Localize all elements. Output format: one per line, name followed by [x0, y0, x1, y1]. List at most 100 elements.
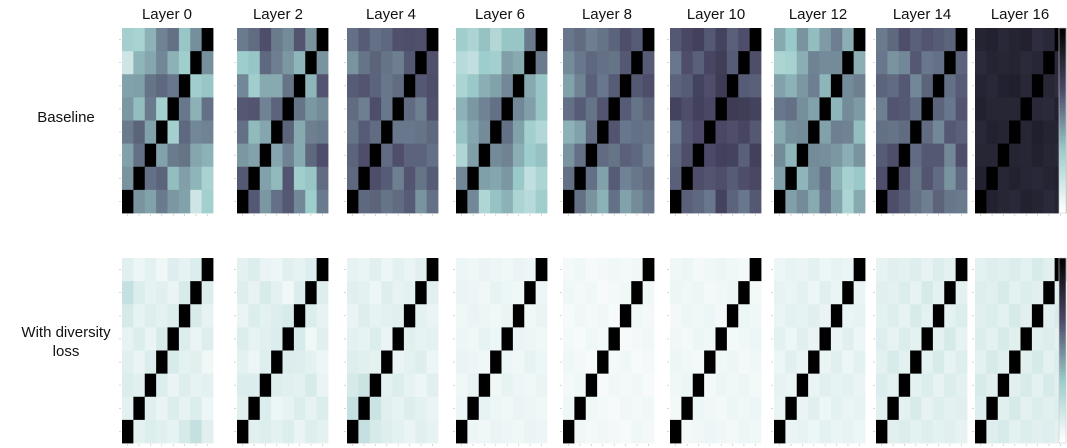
heatmap-cell	[619, 281, 632, 305]
heatmap-cell	[808, 258, 820, 282]
heatmap-cell	[293, 258, 306, 282]
heatmap-cell	[478, 304, 491, 328]
heatmap-cell	[478, 74, 491, 98]
heatmap-cell	[282, 258, 295, 282]
heatmap-cell	[796, 281, 809, 305]
heatmap-cell	[293, 350, 306, 375]
heatmap-cell	[490, 74, 502, 98]
heatmap-cell	[597, 120, 609, 145]
heatmap-cell	[190, 97, 203, 121]
heatmap-cell	[808, 189, 820, 214]
column-title-layer-6: Layer 6	[474, 6, 526, 23]
heatmap-cell	[997, 281, 1010, 305]
heatmap-cell	[932, 350, 945, 375]
colorbar-step	[1059, 68, 1066, 72]
heatmap-cell	[932, 28, 945, 52]
heatmap-cell	[796, 350, 809, 375]
colorbar-step	[1059, 40, 1066, 44]
heatmap-cell	[796, 189, 809, 214]
heatmap-cell	[619, 373, 632, 398]
colorbar-step	[1059, 182, 1066, 186]
heatmap-cell	[944, 28, 957, 52]
heatmap-cell	[704, 120, 716, 145]
heatmap-cell	[997, 373, 1010, 398]
heatmap-cell	[619, 327, 632, 351]
heatmap-cell	[1009, 327, 1021, 351]
colorbar-step	[1059, 126, 1066, 131]
heatmap-cell	[248, 350, 261, 375]
heatmap-cell	[887, 350, 900, 375]
heatmap-cell	[726, 396, 739, 421]
heatmap-cell	[955, 373, 968, 398]
heatmap-cell	[524, 396, 537, 421]
colorbar-step	[1059, 191, 1066, 195]
heatmap-cell	[381, 258, 393, 282]
heatmap-cell	[944, 120, 957, 145]
heatmap-cell	[631, 28, 644, 52]
heatmap-cell	[932, 143, 945, 168]
heatmap-cell	[887, 166, 900, 191]
heatmap-cell	[932, 258, 945, 282]
heatmap-cell	[369, 189, 382, 214]
heatmap-cell	[259, 350, 272, 375]
heatmap-cell	[201, 51, 214, 75]
heatmap-cell	[1043, 396, 1056, 421]
heatmap-cell	[512, 120, 525, 145]
heatmap-cell	[133, 258, 146, 282]
colorbar-step	[1059, 341, 1066, 345]
heatmap-cell	[178, 419, 191, 444]
heatmap-cell	[738, 189, 751, 214]
colorbar-step	[1059, 43, 1066, 47]
heatmap-cell	[955, 74, 968, 98]
colorbar-step	[1059, 188, 1066, 192]
heatmap-cell	[749, 419, 762, 444]
heatmap-cell	[178, 166, 191, 191]
heatmap-cell	[642, 74, 655, 98]
colorbar-step	[1059, 282, 1066, 287]
heatmap-cell	[921, 166, 934, 191]
column-title-layer-2: Layer 2	[252, 6, 304, 23]
heatmap-cell	[467, 189, 480, 214]
heatmap-cell	[282, 281, 295, 305]
heatmap-cell	[808, 396, 820, 421]
heatmap-cell	[921, 281, 934, 305]
heatmap-cell	[524, 304, 537, 328]
heatmap-cell	[237, 143, 249, 168]
heatmap-cell	[681, 97, 694, 121]
heatmap-cell	[358, 396, 371, 421]
heatmap-cell	[1043, 419, 1056, 444]
heatmap-cell	[715, 327, 728, 351]
heatmap-cell	[774, 189, 786, 214]
heatmap-cell	[642, 396, 655, 421]
heatmap-cell	[1020, 281, 1033, 305]
heatmap-cell	[876, 28, 888, 52]
heatmap-cell	[237, 419, 249, 444]
heatmap-cell	[392, 258, 405, 282]
heatmap-panel-baseline-layer-14	[873, 28, 968, 216]
heatmap-cell	[316, 74, 329, 98]
colorbar-step	[1059, 276, 1066, 281]
heatmap-cell	[237, 120, 249, 145]
heatmap-cell	[830, 419, 843, 444]
heatmap-cell	[997, 97, 1010, 121]
heatmap-cell	[715, 51, 728, 75]
heatmap-cell	[738, 281, 751, 305]
colorbar-step	[1059, 359, 1066, 364]
heatmap-cell	[305, 304, 318, 328]
heatmap-cell	[535, 258, 548, 282]
heatmap-cell	[347, 304, 359, 328]
colorbar-step	[1059, 123, 1066, 128]
heatmap-cell	[738, 396, 751, 421]
heatmap-cell	[133, 120, 146, 145]
heatmap-cell	[715, 258, 728, 282]
heatmap-cell	[259, 74, 272, 98]
heatmap-cell	[1009, 350, 1021, 375]
heatmap-cell	[501, 304, 514, 328]
heatmap-cell	[490, 258, 502, 282]
heatmap-cell	[467, 28, 480, 52]
heatmap-cell	[381, 327, 393, 351]
heatmap-cell	[597, 189, 609, 214]
heatmap-cell	[1043, 74, 1056, 98]
heatmap-cell	[830, 373, 843, 398]
heatmap-cell	[738, 350, 751, 375]
